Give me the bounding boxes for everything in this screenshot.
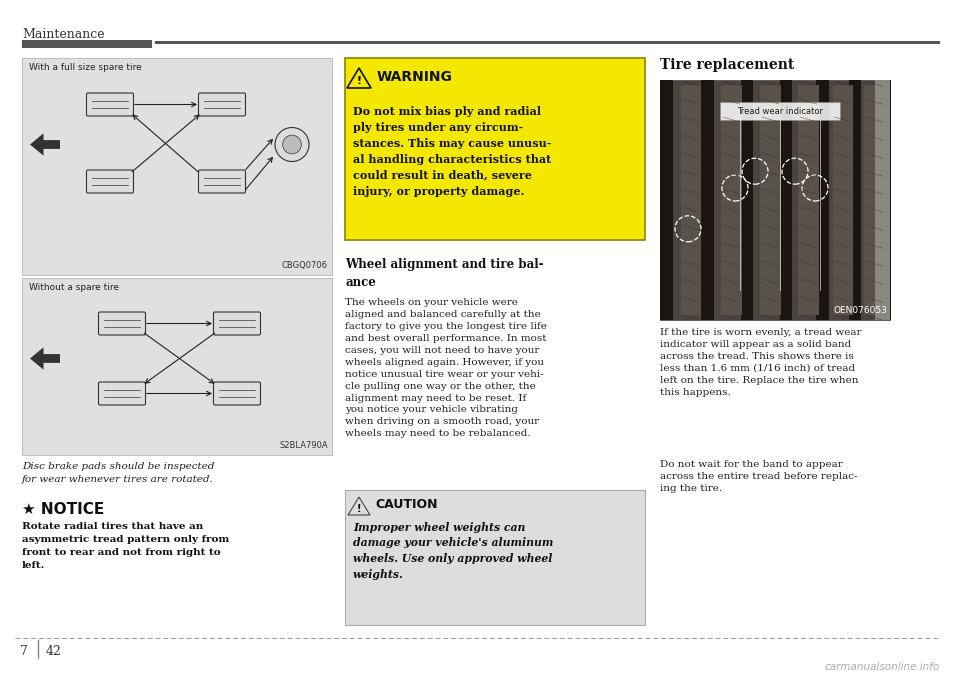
- Bar: [721, 85, 742, 315]
- Bar: [22, 278, 332, 455]
- Text: Without a spare tire: Without a spare tire: [29, 283, 119, 292]
- Text: CBGQ0706: CBGQ0706: [282, 261, 328, 270]
- Polygon shape: [30, 133, 60, 156]
- Text: The wheels on your vehicle were
aligned and balanced carefully at the
factory to: The wheels on your vehicle were aligned …: [345, 298, 547, 438]
- Text: Rotate radial tires that have an
asymmetric tread pattern only from
front to rea: Rotate radial tires that have an asymmet…: [22, 522, 229, 570]
- Bar: [832, 85, 853, 315]
- Text: Improper wheel weights can
damage your vehicle's aluminum
wheels. Use only appro: Improper wheel weights can damage your v…: [353, 522, 553, 579]
- Text: With a full size spare tire: With a full size spare tire: [29, 63, 142, 72]
- Bar: [816, 80, 829, 320]
- Bar: [780, 80, 792, 320]
- Bar: [702, 80, 714, 320]
- Text: Tire replacement: Tire replacement: [660, 58, 794, 72]
- Bar: [798, 85, 819, 315]
- Bar: [345, 58, 645, 240]
- Text: S2BLA790A: S2BLA790A: [279, 441, 328, 450]
- Bar: [849, 80, 861, 320]
- Text: !: !: [356, 76, 362, 86]
- FancyBboxPatch shape: [86, 170, 133, 193]
- Text: CAUTION: CAUTION: [375, 498, 438, 511]
- FancyBboxPatch shape: [99, 312, 146, 335]
- Text: OEN076053: OEN076053: [833, 306, 887, 315]
- Text: Disc brake pads should be inspected
for wear whenever tires are rotated.: Disc brake pads should be inspected for …: [22, 462, 214, 484]
- Bar: [155, 41, 940, 44]
- Bar: [660, 80, 890, 320]
- Polygon shape: [30, 347, 60, 370]
- FancyBboxPatch shape: [199, 93, 246, 116]
- Bar: [660, 80, 673, 320]
- Text: WARNING: WARNING: [377, 70, 453, 84]
- Bar: [740, 80, 754, 320]
- Text: If the tire is worn evenly, a tread wear
indicator will appear as a solid band
a: If the tire is worn evenly, a tread wear…: [660, 328, 861, 397]
- Bar: [345, 490, 645, 625]
- Bar: [720, 102, 840, 120]
- FancyBboxPatch shape: [86, 93, 133, 116]
- FancyBboxPatch shape: [199, 170, 246, 193]
- Text: Maintenance: Maintenance: [22, 28, 105, 41]
- Text: Tread wear indicator: Tread wear indicator: [737, 107, 823, 116]
- Text: carmanualsonline.info: carmanualsonline.info: [825, 662, 940, 672]
- Polygon shape: [347, 68, 371, 88]
- Bar: [760, 85, 780, 315]
- Text: Do not mix bias ply and radial
ply tires under any circum-
stances. This may cau: Do not mix bias ply and radial ply tires…: [353, 106, 551, 197]
- Bar: [22, 40, 152, 48]
- Polygon shape: [348, 497, 370, 515]
- Text: Wheel alignment and tire bal-: Wheel alignment and tire bal-: [345, 258, 543, 271]
- Text: 42: 42: [46, 645, 61, 658]
- FancyBboxPatch shape: [213, 312, 260, 335]
- Text: Do not wait for the band to appear
across the entire tread before replac-
ing th: Do not wait for the band to appear acros…: [660, 460, 857, 493]
- Text: ★ NOTICE: ★ NOTICE: [22, 502, 105, 517]
- Circle shape: [275, 127, 309, 161]
- Text: !: !: [357, 504, 361, 514]
- Bar: [878, 80, 891, 320]
- Bar: [681, 85, 702, 315]
- Text: 7: 7: [20, 645, 28, 658]
- Bar: [875, 80, 890, 320]
- FancyBboxPatch shape: [99, 382, 146, 405]
- Text: ance: ance: [345, 276, 376, 289]
- Bar: [22, 58, 332, 275]
- Circle shape: [282, 135, 301, 154]
- Bar: [864, 85, 884, 315]
- FancyBboxPatch shape: [213, 382, 260, 405]
